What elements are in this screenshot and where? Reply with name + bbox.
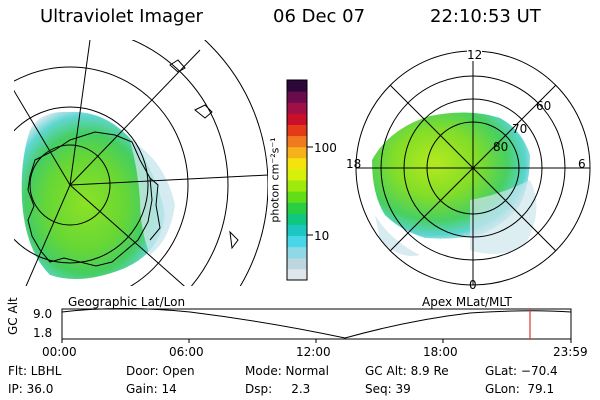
footer-filter: Flt: LBHL: [8, 364, 62, 378]
colorbar-swatch: [287, 235, 307, 248]
colorbar-swatch: [287, 246, 307, 259]
footer-ip: IP: 36.0: [8, 382, 54, 396]
mlt-label-12: 12: [467, 48, 483, 62]
colorbar-swatch: [287, 191, 307, 203]
colorbar-swatch: [287, 168, 307, 181]
altitude-curve: [61, 308, 572, 339]
colorbar-swatch: [287, 157, 307, 170]
colorbar-swatch: [287, 80, 307, 92]
lat-label-80: 80: [493, 140, 509, 154]
footer-glat: GLat: −70.4: [485, 364, 558, 378]
timeline-xtick-0600: 06:00: [169, 345, 204, 359]
lat-label-60: 60: [536, 99, 552, 113]
timeline-xtick-1200: 12:00: [296, 345, 331, 359]
colorbar-swatch: [287, 135, 307, 148]
mlt-label-6: 6: [578, 157, 586, 171]
time: 22:10:53 UT: [430, 6, 541, 27]
colorbar-swatch: [287, 113, 307, 125]
mlt-label-18: 18: [346, 157, 362, 171]
footer-seq: Seq: 39: [365, 382, 411, 396]
colorbar-swatch: [287, 224, 307, 237]
colorbar-swatch: [287, 268, 307, 281]
date: 06 Dec 07: [273, 6, 366, 27]
colorbar-swatch: [287, 102, 307, 114]
right-panel-caption: Apex MLat/MLT: [422, 295, 512, 309]
timeline-xtick-1800: 18:00: [423, 345, 458, 359]
left-panel-caption: Geographic Lat/Lon: [68, 295, 186, 309]
colorbar-swatch: [287, 146, 307, 159]
footer-dsp: Dsp: 2.3: [245, 382, 311, 396]
footer-gc-alt: GC Alt: 8.9 Re: [365, 364, 449, 378]
title: Ultraviolet Imager: [40, 6, 203, 27]
timeline-axis-label: GC Alt: [6, 297, 20, 335]
footer-glon: GLon: 79.1: [485, 382, 555, 396]
footer-gain: Gain: 14: [126, 382, 177, 396]
colorbar-tick-100: 100: [314, 141, 337, 155]
lat-label-70: 70: [512, 122, 528, 136]
colorbar-swatch: [287, 91, 307, 103]
colorbar-swatch: [287, 257, 307, 270]
colorbar-swatch: [287, 180, 307, 192]
timeline-xtick-0000: 00:00: [42, 345, 77, 359]
timeline-ytick-9: 9.0: [33, 307, 53, 321]
timeline-ytick-1-8: 1.8: [33, 326, 53, 340]
colorbar-swatch: [287, 202, 307, 214]
coastline: [27, 131, 153, 267]
footer-mode: Mode: Normal: [245, 364, 329, 378]
colorbar-tick-10: 10: [314, 229, 330, 243]
footer-door: Door: Open: [126, 364, 195, 378]
timeline-xtick-2359: 23:59: [553, 345, 588, 359]
colorbar-swatch: [287, 124, 307, 137]
colorbar-swatch: [287, 213, 307, 225]
mlt-label-0: 0: [469, 278, 477, 292]
